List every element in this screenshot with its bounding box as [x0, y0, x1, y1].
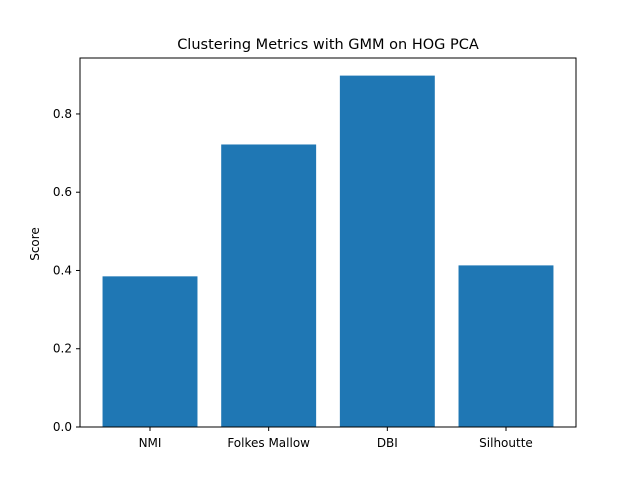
x-axis-ticks: NMI Folkes Mallow DBI Silhoutte [139, 427, 533, 450]
y-tick-label: 0.6 [53, 185, 72, 199]
y-tick-label: 0.4 [53, 263, 72, 277]
bar-dbi [339, 75, 435, 427]
y-tick-label: 0.0 [53, 420, 72, 434]
bar-nmi [102, 276, 198, 427]
y-axis-label: Score [28, 227, 42, 261]
y-tick-label: 0.8 [53, 107, 72, 121]
chart-title: Clustering Metrics with GMM on HOG PCA [177, 37, 479, 53]
bar-silhoutte [458, 265, 554, 427]
x-tick-label: DBI [377, 436, 398, 450]
x-tick-label: Folkes Mallow [227, 436, 310, 450]
y-axis-ticks: 0.0 0.2 0.4 0.6 0.8 [53, 107, 80, 434]
x-tick-label: NMI [139, 436, 162, 450]
x-tick-label: Silhoutte [479, 436, 533, 450]
bars-layer [102, 75, 554, 427]
y-tick-label: 0.2 [53, 342, 72, 356]
bar-folkes-mallow [221, 144, 317, 427]
plot-frame [79, 57, 577, 428]
